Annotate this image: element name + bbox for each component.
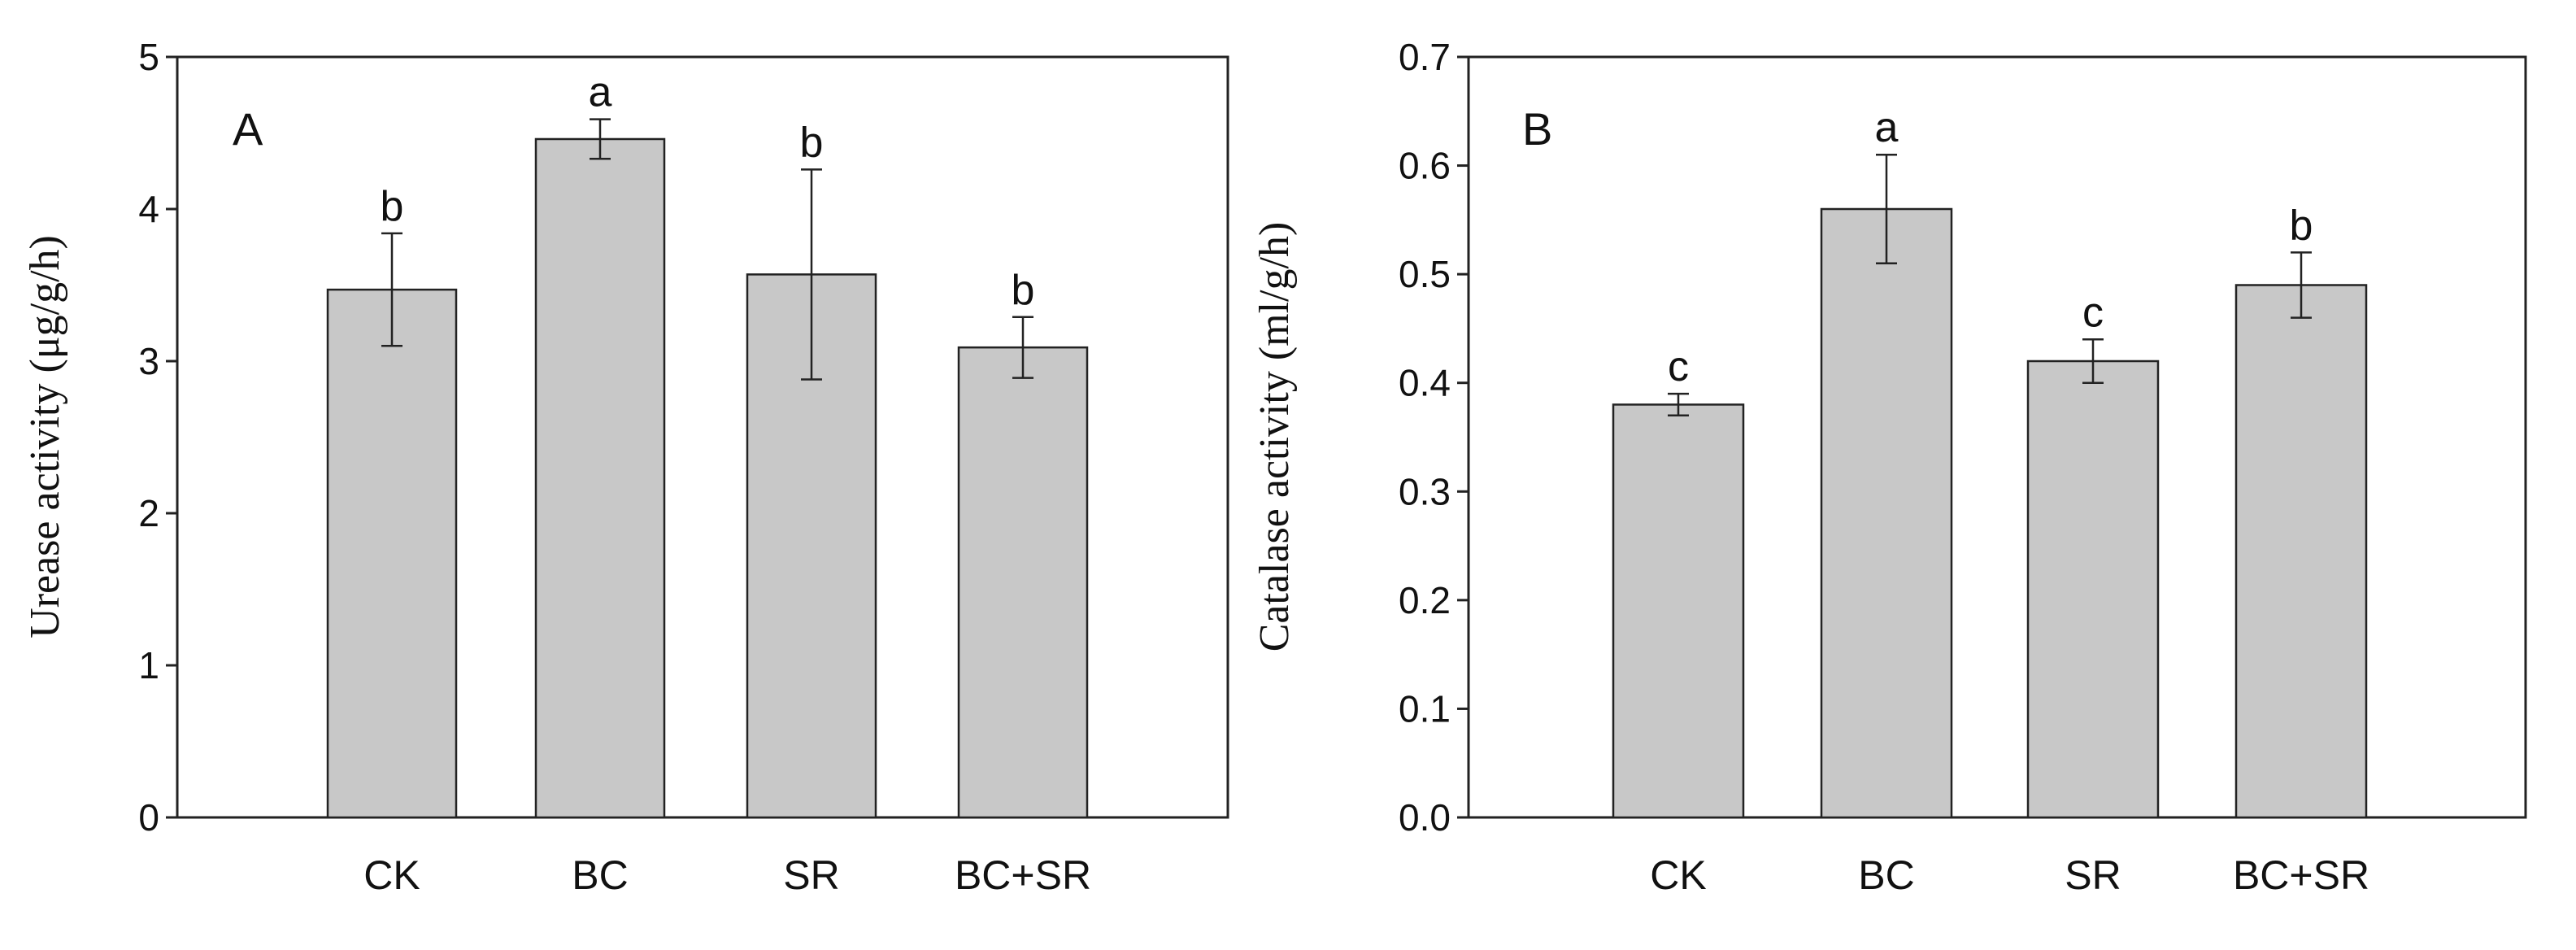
- panel-a-urease-chart: A Urease activity (μg/g/h) 0 1 2 3 4 5 b CK a BC b…: [22, 36, 1229, 898]
- panel-a-label: A: [233, 103, 263, 155]
- panel-a-y-tick-label: 5: [138, 36, 159, 78]
- panel-a-significance-letter: a: [589, 69, 612, 116]
- panel-b-marks: 0.0 0.1 0.2 0.3 0.4 0.5 0.6 0.7 c CK a BC c SR b BC+SR: [1399, 36, 2369, 898]
- panel-b-catalase-chart: B Catalase activity (ml/g/h) 0.00.10.20.…: [1251, 36, 2527, 898]
- panel-b-significance-letter: c: [1668, 343, 1689, 390]
- panel-b-y-tick-label: 0.7: [1399, 36, 1451, 78]
- panel-b-bar: [2026, 360, 2160, 819]
- panel-b-y-tick-label: 0.4: [1399, 362, 1451, 404]
- panel-a-significance-letter: b: [1012, 267, 1035, 314]
- panel-a-significance-letter: b: [800, 119, 824, 166]
- panel-b-category-label: BC: [1858, 852, 1914, 898]
- panel-a-bar: [534, 137, 666, 819]
- panel-a-category-label: SR: [783, 852, 839, 898]
- panel-b-category-label: BC+SR: [2233, 852, 2369, 898]
- panel-b-y-tick-label: 0.3: [1399, 470, 1451, 512]
- panel-b-significance-letter: c: [2082, 289, 2104, 336]
- panel-a-y-tick-label: 2: [138, 492, 159, 534]
- panel-a-y-tick-label: 3: [138, 340, 159, 382]
- panel-a-category-label: BC: [572, 852, 628, 898]
- panel-a-y-axis-title: Urease activity (μg/g/h): [22, 235, 68, 638]
- panel-b-plot-frame: [1467, 55, 2527, 819]
- panel-b-y-tick-label: 0.2: [1399, 579, 1451, 621]
- panel-b-y-tick-label: 0.6: [1399, 145, 1451, 187]
- panel-a-bar: [957, 346, 1089, 819]
- panel-a-significance-letter: b: [381, 183, 404, 230]
- panel-b-significance-letter: a: [1875, 104, 1899, 151]
- panel-b-category-label: SR: [2065, 852, 2121, 898]
- panel-a-category-label: CK: [363, 852, 420, 898]
- panel-b-y-tick-label: 0.5: [1399, 253, 1451, 295]
- panel-b-y-tick-label: 0.0: [1399, 796, 1451, 839]
- panel-a-category-label: BC+SR: [955, 852, 1091, 898]
- panel-b-y-tick-label: 0.1: [1399, 687, 1451, 730]
- panel-b-label: B: [1522, 103, 1552, 155]
- panel-b-bar: [1820, 207, 1953, 819]
- panel-b-bar: [1612, 403, 1745, 819]
- panel-b-bar: [2234, 284, 2368, 819]
- panel-a-plot-frame: [176, 55, 1229, 819]
- panel-a-y-tick-label: 0: [138, 796, 159, 839]
- panel-a-bar: [326, 288, 458, 819]
- panel-a-y-tick-label: 4: [138, 188, 159, 230]
- panel-a-y-tick-label: 1: [138, 644, 159, 686]
- panel-b-significance-letter: b: [2290, 202, 2313, 249]
- panel-b-y-axis-title: Catalase activity (ml/g/h): [1251, 222, 1298, 652]
- panel-a-marks: 0 1 2 3 4 5 b CK a BC b SR b BC+SR: [138, 36, 1091, 898]
- panel-b-category-label: CK: [1650, 852, 1706, 898]
